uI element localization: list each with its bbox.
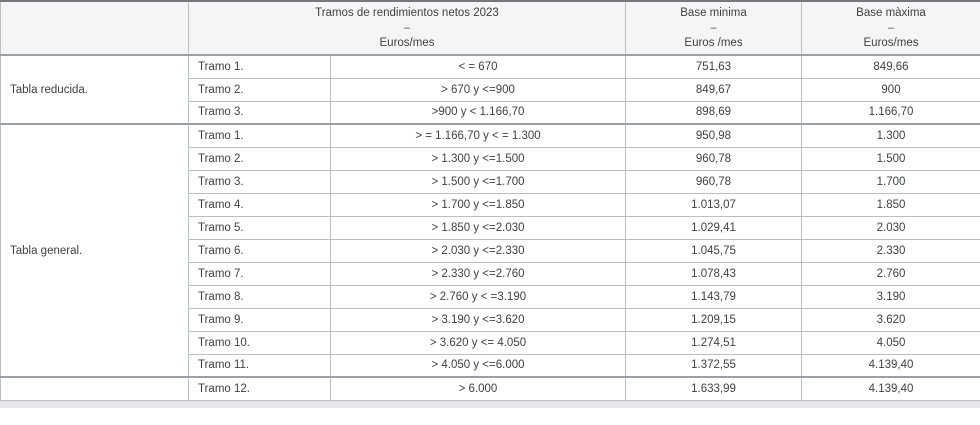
tramo-cell: Tramo 1. bbox=[188, 54, 331, 79]
table-row: Tramo 3. > 1.500 y <=1.700 960,78 1.700 bbox=[1, 169, 980, 194]
range-cell: > 2.330 y <=2.760 bbox=[330, 261, 626, 286]
table-row: Tramo 11. > 4.050 y <=6.000 1.372,55 4.139,… bbox=[1, 353, 980, 378]
base-min-cell: 1.209,15 bbox=[625, 307, 802, 332]
tramo-cell: Tramo 6. bbox=[188, 238, 331, 263]
tramo-cell: Tramo 7. bbox=[188, 261, 331, 286]
rates-table: Tramos de rendimientos netos 2023 – Euro… bbox=[0, 0, 980, 401]
base-max-cell: 1.166,70 bbox=[801, 100, 980, 125]
range-cell: > 1.500 y <=1.700 bbox=[330, 169, 626, 194]
base-max-cell: 1.300 bbox=[801, 123, 980, 148]
header-corner-cell bbox=[0, 0, 189, 56]
table-row: Tramo 2. > 1.300 y <=1.500 960,78 1.500 bbox=[1, 146, 980, 171]
header-base-max-dash: – bbox=[887, 21, 895, 34]
header-base-min-title: Base minima bbox=[680, 6, 747, 19]
header-base-max-title: Base màxima bbox=[856, 6, 926, 19]
base-min-cell: 1.274,51 bbox=[625, 330, 802, 355]
tramo-cell: Tramo 3. bbox=[188, 169, 331, 194]
tramo-cell: Tramo 2. bbox=[188, 146, 331, 171]
range-cell: > 1.300 y <=1.500 bbox=[330, 146, 626, 171]
table-row: Tabla reducida. Tramo 1. < = 670 751,63 849,… bbox=[0, 54, 980, 125]
header-tramos-title: Tramos de rendimientos netos 2023 bbox=[315, 6, 499, 19]
range-cell: > = 1.166,70 y < = 1.300 bbox=[330, 123, 626, 148]
base-max-cell: 1.700 bbox=[801, 169, 980, 194]
base-min-cell: 1.013,07 bbox=[625, 192, 802, 217]
base-min-cell: 1.029,41 bbox=[625, 215, 802, 240]
table-row: Tramo 12. > 6.000 1.633,99 4.139,40 bbox=[0, 376, 980, 401]
table-row: Tramo 10. > 3.620 y <= 4.050 1.274,51 4.050 bbox=[1, 330, 980, 355]
header-base-max-cell: Base màxima – Euros/mes bbox=[801, 0, 980, 56]
range-cell: > 1.700 y <=1.850 bbox=[330, 192, 626, 217]
table-row: Tabla general. Tramo 1. > = 1.166,70 y < =… bbox=[0, 123, 980, 378]
base-max-cell: 2.330 bbox=[801, 238, 980, 263]
tramo-cell: Tramo 9. bbox=[188, 307, 331, 332]
group-label-cell bbox=[0, 376, 189, 401]
tramo-cell: Tramo 10. bbox=[188, 330, 331, 355]
tramo-cell: Tramo 1. bbox=[188, 123, 331, 148]
header-base-min-dash: – bbox=[710, 21, 717, 34]
header-base-max-unit: Euros/mes bbox=[863, 36, 919, 49]
table-row: Tramo 6. > 2.030 y <=2.330 1.045,75 2.330 bbox=[1, 238, 980, 263]
base-max-cell: 3.620 bbox=[801, 307, 980, 332]
range-cell: > 670 y <=900 bbox=[330, 77, 626, 102]
base-max-cell: 4.050 bbox=[801, 330, 980, 355]
range-cell: >900 y < 1.166,70 bbox=[330, 100, 626, 125]
base-max-cell: 2.760 bbox=[801, 261, 980, 286]
header-base-min-cell: Base minima – Euros /mes bbox=[625, 0, 802, 56]
base-max-cell: 3.190 bbox=[801, 284, 980, 309]
base-min-cell: 1.372,55 bbox=[625, 353, 802, 378]
tramo-cell: Tramo 12. bbox=[188, 376, 331, 401]
tramo-cell: Tramo 5. bbox=[188, 215, 331, 240]
base-max-cell: 4.139,40 bbox=[801, 376, 980, 401]
table-row: Tramo 4. > 1.700 y <=1.850 1.013,07 1.850 bbox=[1, 192, 980, 217]
group-label-cell: Tabla general. bbox=[0, 123, 189, 378]
base-min-cell: 898,69 bbox=[625, 100, 802, 125]
header-base-min-unit: Euros /mes bbox=[684, 36, 743, 49]
base-max-cell: 849,66 bbox=[801, 54, 980, 79]
base-max-cell: 4.139,40 bbox=[801, 353, 980, 378]
base-min-cell: 1.633,99 bbox=[625, 376, 802, 401]
table-row: Tramo 2. > 670 y <=900 849,67 900 bbox=[1, 77, 980, 102]
base-max-cell: 900 bbox=[801, 77, 980, 102]
range-cell: > 6.000 bbox=[330, 376, 626, 401]
table-row: Tramo 5. > 1.850 y <=2.030 1.029,41 2.030 bbox=[1, 215, 980, 240]
range-cell: < = 670 bbox=[330, 54, 626, 79]
base-min-cell: 1.078,43 bbox=[625, 261, 802, 286]
tramo-cell: Tramo 8. bbox=[188, 284, 331, 309]
base-min-cell: 751,63 bbox=[625, 54, 802, 79]
tramo-cell: Tramo 4. bbox=[188, 192, 331, 217]
tramo-cell: Tramo 2. bbox=[188, 77, 331, 102]
range-cell: > 3.190 y <=3.620 bbox=[330, 307, 626, 332]
tramo-cell: Tramo 3. bbox=[188, 100, 331, 125]
base-min-cell: 960,78 bbox=[625, 146, 802, 171]
base-min-cell: 1.045,75 bbox=[625, 238, 802, 263]
base-max-cell: 2.030 bbox=[801, 215, 980, 240]
tramo-cell: Tramo 11. bbox=[188, 353, 331, 378]
range-cell: > 2.760 y < =3.190 bbox=[330, 284, 626, 309]
header-tramos-dash: – bbox=[403, 21, 411, 34]
header-tramos-cell: Tramos de rendimientos netos 2023 – Euro… bbox=[188, 0, 626, 56]
table-row: Tramo 7. > 2.330 y <=2.760 1.078,43 2.760 bbox=[1, 261, 980, 286]
base-max-cell: 1.850 bbox=[801, 192, 980, 217]
base-max-cell: 1.500 bbox=[801, 146, 980, 171]
table-header: Tramos de rendimientos netos 2023 – Euro… bbox=[0, 0, 980, 56]
range-cell: > 2.030 y <=2.330 bbox=[330, 238, 626, 263]
base-min-cell: 1.143,79 bbox=[625, 284, 802, 309]
base-min-cell: 960,78 bbox=[625, 169, 802, 194]
base-min-cell: 849,67 bbox=[625, 77, 802, 102]
header-row: Tramos de rendimientos netos 2023 – Euro… bbox=[0, 0, 980, 56]
group-label-cell: Tabla reducida. bbox=[0, 54, 189, 125]
range-cell: > 3.620 y <= 4.050 bbox=[330, 330, 626, 355]
table-row: Tramo 9. > 3.190 y <=3.620 1.209,15 3.620 bbox=[1, 307, 980, 332]
table-body: Tabla reducida. Tramo 1. < = 670 751,63 849,… bbox=[0, 54, 980, 401]
header-tramos-unit: Euros/mes bbox=[379, 36, 435, 49]
range-cell: > 1.850 y <=2.030 bbox=[330, 215, 626, 240]
base-min-cell: 950,98 bbox=[625, 123, 802, 148]
range-cell: > 4.050 y <=6.000 bbox=[330, 353, 626, 378]
page-bottom-strip bbox=[0, 400, 980, 408]
